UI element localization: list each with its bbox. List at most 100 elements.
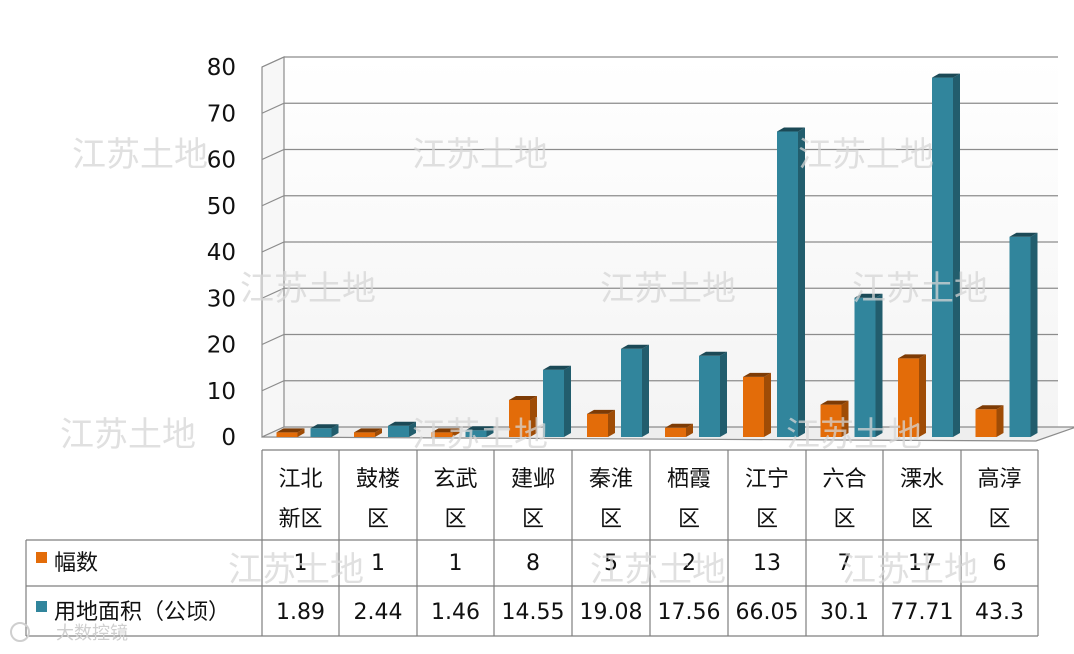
cell-area-0: 1.89: [276, 600, 325, 625]
logo-icon: [10, 622, 30, 642]
category-label-1: 鼓楼区: [356, 467, 400, 532]
cell-area-4: 19.08: [580, 600, 643, 625]
cell-area-8: 77.71: [891, 600, 954, 625]
svg-text:江北: 江北: [278, 467, 322, 492]
y-tick-label: 30: [207, 286, 236, 312]
bar-area-0: [310, 424, 339, 437]
cell-area-5: 17.56: [658, 600, 721, 625]
gridline: [261, 56, 1058, 68]
cell-parcels-8: 17: [908, 551, 936, 576]
svg-text:高淳: 高淳: [977, 467, 1021, 492]
cell-parcels-4: 5: [604, 551, 618, 576]
cell-parcels-7: 7: [838, 551, 852, 576]
y-tick-label: 80: [207, 55, 236, 81]
watermark-4: 江苏土地: [600, 269, 736, 309]
bars: [276, 73, 1038, 438]
logo-text: 大数控镜: [56, 623, 128, 644]
cell-area-6: 66.05: [736, 600, 799, 625]
bar-area-1: [388, 421, 416, 437]
gridline: [261, 102, 1058, 114]
watermark-11: 江苏土地: [842, 550, 978, 590]
category-label-5: 栖霞区: [667, 467, 711, 532]
svg-text:秦淮: 秦淮: [589, 467, 633, 492]
bar-parcels-2: [431, 428, 460, 437]
y-tick-label: 10: [207, 379, 236, 405]
cell-parcels-6: 13: [753, 551, 781, 576]
watermark-7: 江苏土地: [412, 415, 548, 455]
svg-text:区: 区: [444, 507, 466, 532]
y-axis: 0 10 20 30 40 50 60 70 80: [207, 55, 236, 451]
bar-area-9: [1009, 232, 1038, 437]
svg-text:江宁: 江宁: [745, 467, 789, 492]
svg-text:新区: 新区: [278, 507, 322, 532]
bar-parcels-6: [743, 372, 771, 437]
category-label-6: 江宁区: [745, 467, 789, 532]
bar-parcels-3: [509, 396, 537, 437]
watermark-6: 江苏土地: [60, 415, 196, 455]
bar-area-2: [465, 426, 494, 437]
cell-area-7: 30.1: [820, 600, 869, 625]
watermark-9: 江苏土地: [228, 550, 364, 590]
svg-text:玄武: 玄武: [433, 467, 477, 492]
cell-area-3: 14.55: [502, 600, 565, 625]
bar-area-5: [699, 351, 727, 437]
watermark-8: 江苏土地: [786, 415, 922, 455]
bar-parcels-9: [975, 405, 1004, 437]
category-label-3: 建邺区: [511, 467, 555, 532]
cell-parcels-3: 8: [526, 551, 540, 576]
watermark-10: 江苏土地: [590, 550, 726, 590]
svg-text:六合: 六合: [822, 467, 866, 492]
source-logo: 大数控镜: [10, 622, 128, 644]
y-tick-label: 50: [207, 194, 236, 220]
bar-parcels-5: [665, 423, 693, 437]
svg-text:区: 区: [833, 507, 855, 532]
legend-area: 用地面积（公顷）: [36, 600, 230, 625]
cell-parcels-2: 1: [449, 551, 463, 576]
y-tick-label: 20: [207, 333, 236, 359]
bar-area-7: [854, 293, 883, 437]
cell-parcels-5: 2: [682, 551, 696, 576]
cell-parcels-9: 6: [993, 551, 1007, 576]
svg-text:鼓楼: 鼓楼: [356, 467, 400, 492]
watermark-5: 江苏土地: [852, 269, 988, 309]
category-label-7: 六合区: [822, 467, 866, 532]
svg-text:区: 区: [756, 507, 778, 532]
bar-area-6: [777, 127, 805, 438]
category-label-2: 玄武区: [433, 467, 477, 532]
y-tick-label: 40: [207, 240, 236, 266]
category-label-8: 溧水区: [900, 467, 944, 532]
cell-area-2: 1.46: [431, 600, 480, 625]
watermark-0: 江苏土地: [72, 135, 208, 175]
y-tick-label: 0: [221, 425, 236, 451]
svg-text:建邺: 建邺: [511, 467, 555, 492]
bar-parcels-8: [898, 354, 926, 437]
cell-area-9: 43.3: [975, 600, 1024, 625]
svg-text:区: 区: [988, 507, 1010, 532]
bar-area-3: [543, 365, 571, 437]
watermark-2: 江苏土地: [798, 135, 934, 175]
bar-parcels-7: [820, 400, 849, 437]
svg-text:栖霞: 栖霞: [667, 467, 711, 492]
watermark-3: 江苏土地: [240, 269, 376, 309]
svg-text:区: 区: [522, 507, 544, 532]
bar-area-8: [932, 73, 960, 437]
category-label-9: 高淳区: [977, 467, 1021, 532]
y-tick-label: 70: [207, 101, 236, 127]
legend-parcels: 幅数: [36, 551, 98, 576]
category-label-4: 秦淮区: [589, 467, 633, 532]
svg-text:区: 区: [911, 507, 933, 532]
watermark-1: 江苏土地: [412, 135, 548, 175]
bar-parcels-1: [354, 428, 382, 437]
svg-text:溧水: 溧水: [900, 467, 944, 492]
svg-text:区: 区: [678, 507, 700, 532]
y-tick-label: 60: [207, 148, 236, 174]
svg-text:幅数: 幅数: [54, 551, 98, 576]
cell-parcels-0: 1: [294, 551, 308, 576]
cell-area-1: 2.44: [354, 600, 403, 625]
svg-text:用地面积（公顷）: 用地面积（公顷）: [54, 600, 230, 625]
svg-text:区: 区: [367, 507, 389, 532]
